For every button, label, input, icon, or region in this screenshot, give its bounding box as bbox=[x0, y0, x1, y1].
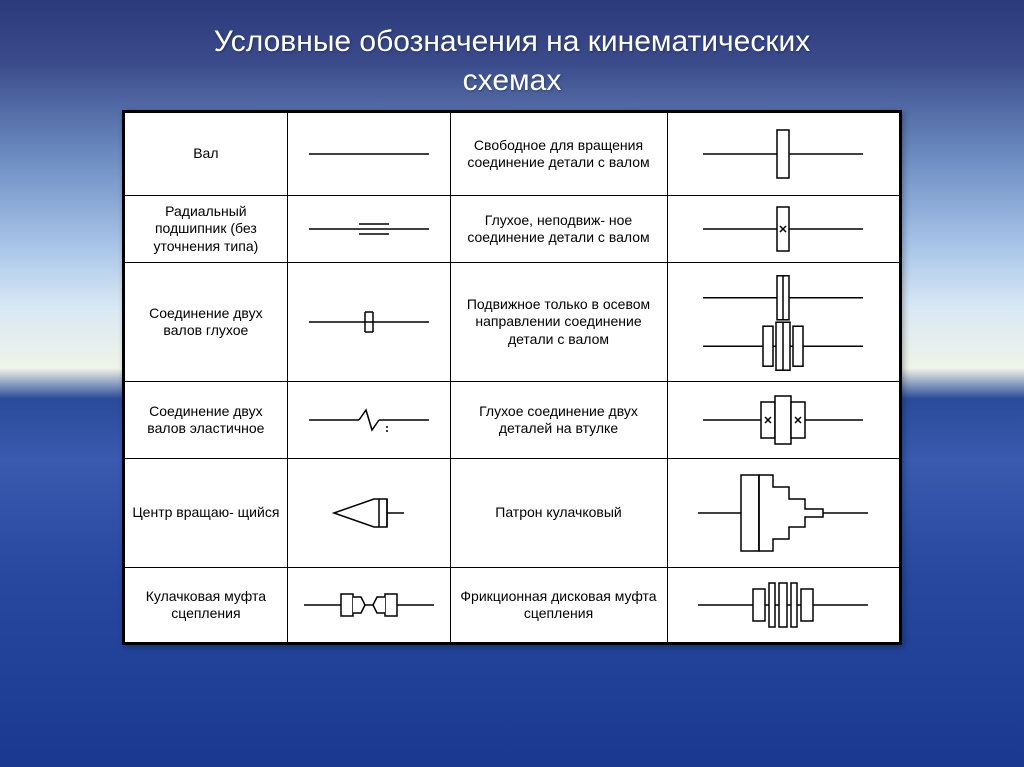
left-label: Соединение двух валов эластичное bbox=[125, 382, 288, 459]
left-symbol bbox=[287, 113, 450, 196]
right-label: Патрон кулачковый bbox=[450, 459, 667, 568]
right-label: Глухое, неподвиж- ное соединение детали … bbox=[450, 196, 667, 263]
symbols-table: Вал Свободное для вращения соединение дет… bbox=[122, 110, 902, 645]
right-label: Глухое соединение двух деталей на втулке bbox=[450, 382, 667, 459]
left-symbol bbox=[287, 382, 450, 459]
right-label: Фрикционная дисковая муфта сцепления bbox=[450, 568, 667, 643]
right-symbol bbox=[667, 113, 900, 196]
left-label: Кулачковая муфта сцепления bbox=[125, 568, 288, 643]
left-symbol bbox=[287, 196, 450, 263]
right-symbol bbox=[667, 263, 900, 382]
left-label: Соединение двух валов глухое bbox=[125, 263, 288, 382]
right-symbol bbox=[667, 196, 900, 263]
left-symbol bbox=[287, 459, 450, 568]
right-label: Свободное для вращения соединение детали… bbox=[450, 113, 667, 196]
right-label: Подвижное только в осевом направлении со… bbox=[450, 263, 667, 382]
right-symbol bbox=[667, 459, 900, 568]
right-symbol bbox=[667, 568, 900, 643]
left-label: Центр вращаю- щийся bbox=[125, 459, 288, 568]
right-symbol bbox=[667, 382, 900, 459]
left-symbol bbox=[287, 263, 450, 382]
slide-title: Условные обозначения на кинематических с… bbox=[0, 0, 1024, 100]
left-label: Вал bbox=[125, 113, 288, 196]
left-label: Радиальный подшипник (без уточнения типа… bbox=[125, 196, 288, 263]
left-symbol bbox=[287, 568, 450, 643]
